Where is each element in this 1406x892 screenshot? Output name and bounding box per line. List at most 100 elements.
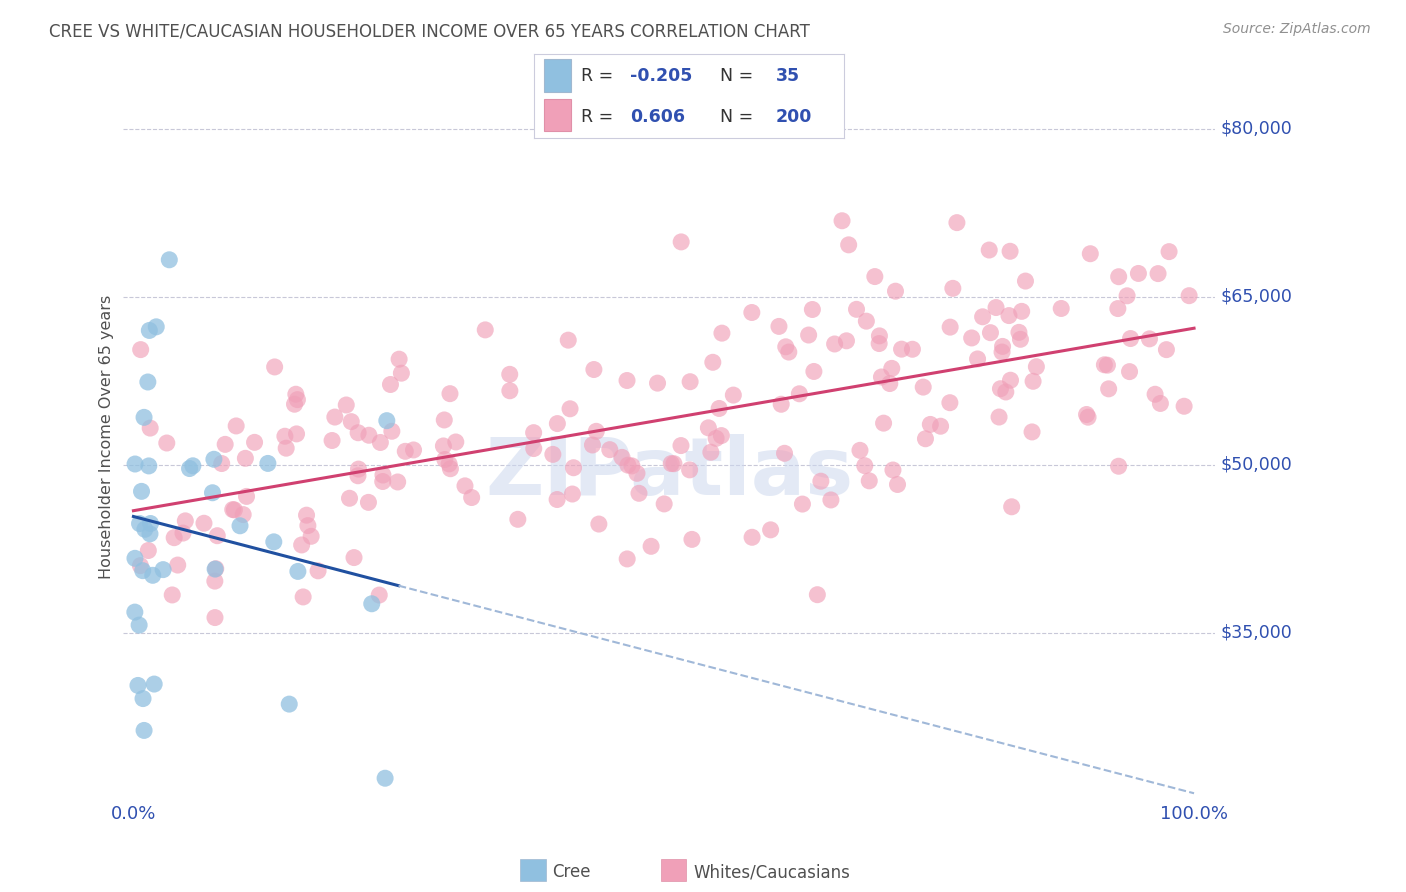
Point [681, 533, 703, 547]
Point [460, 491, 482, 505]
Point [1025, 359, 1047, 374]
Point [156, 436, 179, 450]
Point [546, 417, 568, 431]
Bar [544, 60, 571, 92]
Point [204, 562, 226, 576]
Point [855, 314, 877, 328]
Point [946, 216, 969, 230]
Point [307, 564, 329, 578]
Point [768, 319, 790, 334]
Point [849, 443, 872, 458]
Text: $50,000: $50,000 [1220, 456, 1292, 474]
Point [129, 558, 152, 573]
Point [942, 281, 965, 295]
Point [211, 457, 233, 471]
Point [1092, 358, 1115, 372]
Point [723, 388, 745, 402]
Point [1116, 289, 1139, 303]
Point [172, 526, 194, 541]
Point [1001, 500, 1024, 514]
Point [1011, 304, 1033, 318]
Point [998, 309, 1021, 323]
Point [558, 401, 581, 416]
Point [1097, 358, 1119, 372]
Point [1077, 410, 1099, 425]
Point [845, 302, 868, 317]
Point [939, 320, 962, 334]
Point [229, 518, 252, 533]
Point [295, 508, 318, 523]
Point [1108, 459, 1130, 474]
Point [287, 392, 309, 407]
Point [202, 452, 225, 467]
Point [136, 543, 159, 558]
Point [124, 605, 146, 619]
Point [292, 590, 315, 604]
Point [124, 551, 146, 566]
Point [394, 444, 416, 458]
Point [775, 340, 797, 354]
Point [139, 516, 162, 531]
Point [1128, 267, 1150, 281]
Point [868, 329, 890, 343]
Point [886, 477, 908, 491]
Point [884, 284, 907, 298]
Point [225, 419, 247, 434]
Point [920, 417, 942, 432]
Point [599, 442, 621, 457]
Point [678, 463, 700, 477]
Point [1119, 332, 1142, 346]
Text: Source: ZipAtlas.com: Source: ZipAtlas.com [1223, 22, 1371, 37]
Point [132, 723, 155, 738]
Point [988, 410, 1011, 425]
Point [499, 384, 522, 398]
Point [224, 503, 246, 517]
Point [285, 426, 308, 441]
Point [283, 397, 305, 411]
Point [263, 359, 285, 374]
Text: -0.205: -0.205 [630, 67, 693, 85]
Point [160, 588, 183, 602]
Point [806, 588, 828, 602]
Point [523, 442, 546, 456]
Point [291, 538, 314, 552]
Point [616, 374, 638, 388]
Point [984, 301, 1007, 315]
Point [127, 678, 149, 692]
Point [858, 474, 880, 488]
Point [207, 529, 229, 543]
Point [375, 414, 398, 428]
Point [214, 437, 236, 451]
Point [979, 243, 1001, 257]
Point [801, 302, 824, 317]
Point [357, 428, 380, 442]
Point [131, 484, 153, 499]
Point [138, 323, 160, 337]
Point [581, 438, 603, 452]
Point [357, 495, 380, 509]
Point [700, 445, 723, 459]
Point [1050, 301, 1073, 316]
Point [879, 376, 901, 391]
Point [243, 435, 266, 450]
Point [741, 530, 763, 544]
Point [340, 415, 363, 429]
Text: $65,000: $65,000 [1220, 288, 1292, 306]
Point [235, 451, 257, 466]
Point [702, 355, 724, 369]
Point [142, 568, 165, 582]
Y-axis label: Householder Income Over 65 years: Householder Income Over 65 years [100, 294, 114, 579]
Point [679, 375, 702, 389]
Point [204, 610, 226, 624]
Point [1147, 267, 1170, 281]
Point [1144, 387, 1167, 401]
Point [617, 458, 640, 472]
Point [204, 574, 226, 588]
Point [1010, 332, 1032, 346]
Point [998, 244, 1021, 259]
Point [232, 508, 254, 522]
Point [697, 421, 720, 435]
Point [347, 468, 370, 483]
Point [901, 343, 924, 357]
Point [499, 368, 522, 382]
